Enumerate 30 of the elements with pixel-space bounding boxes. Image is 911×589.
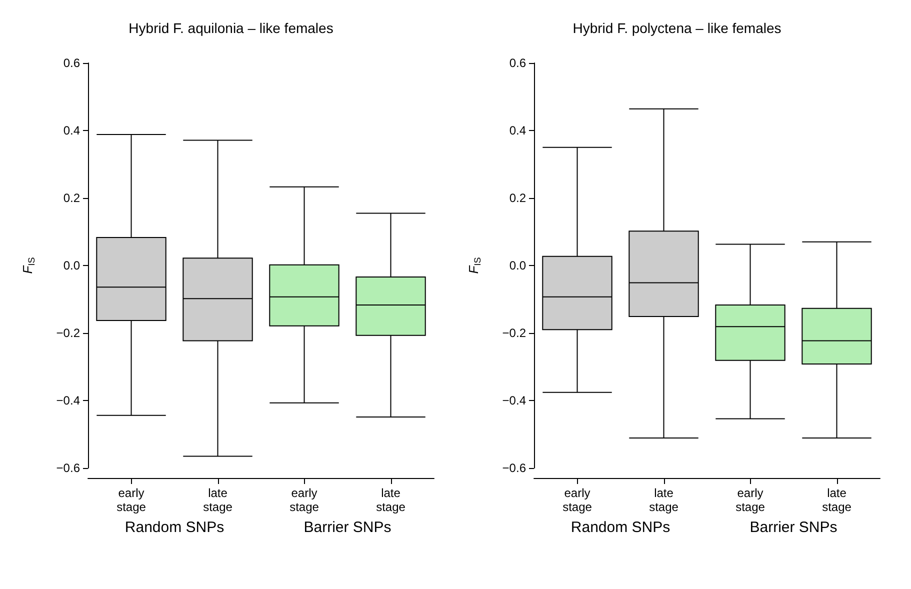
y-tick-label: 0.6 bbox=[509, 56, 526, 70]
text: Barrier SNPs bbox=[304, 519, 392, 536]
y-tick-label: 0.0 bbox=[63, 258, 80, 272]
x-tick-label: early stage bbox=[290, 486, 320, 514]
y-tick-label: −0.4 bbox=[56, 394, 80, 408]
x-tick-label: early stage bbox=[562, 486, 592, 514]
y-tick-label: 0.0 bbox=[509, 258, 526, 272]
y-tick-label: 0.2 bbox=[509, 191, 526, 205]
text: Random SNPs bbox=[570, 519, 670, 536]
chart-title: Hybrid F. aquilonia – like females bbox=[128, 20, 334, 36]
y-tick-label: 0.6 bbox=[63, 56, 80, 70]
y-tick-label: −0.2 bbox=[502, 326, 526, 340]
text: Random SNPs bbox=[124, 519, 224, 536]
x-tick-label: early stage bbox=[736, 486, 766, 514]
y-tick-label: −0.2 bbox=[56, 326, 80, 340]
y-tick-label: −0.6 bbox=[56, 461, 80, 475]
x-tick-label: late stage bbox=[376, 486, 406, 514]
y-tick-label: 0.4 bbox=[63, 124, 80, 138]
x-tick-label: late stage bbox=[649, 486, 679, 514]
y-tick-label: 0.2 bbox=[63, 191, 80, 205]
text: Barrier SNPs bbox=[750, 519, 838, 536]
y-tick-label: 0.4 bbox=[509, 124, 526, 138]
x-tick-label: early stage bbox=[116, 486, 146, 514]
y-tick-label: −0.6 bbox=[502, 461, 526, 475]
y-axis-title: FIS bbox=[20, 257, 36, 274]
y-tick-label: −0.4 bbox=[502, 394, 526, 408]
x-tick-label: late stage bbox=[822, 486, 852, 514]
chart-title: Hybrid F. polyctena – like females bbox=[572, 20, 782, 36]
y-axis-title: FIS bbox=[466, 257, 482, 274]
x-tick-label: late stage bbox=[203, 486, 233, 514]
